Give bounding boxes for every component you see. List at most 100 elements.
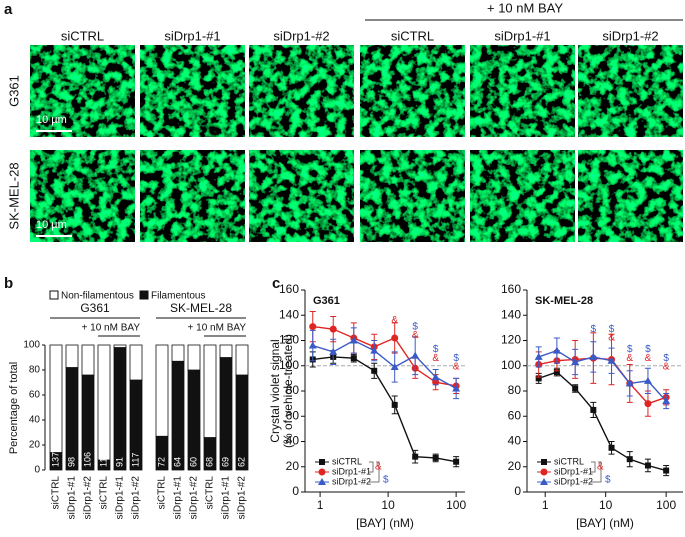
data-point <box>329 325 337 333</box>
chart-title: G361 <box>313 295 340 307</box>
y-tick-label: 140 <box>501 307 521 321</box>
bar-segment <box>49 344 63 453</box>
micrograph-texture <box>140 45 245 137</box>
panel-label: c <box>272 275 280 292</box>
bar-segment <box>171 344 185 362</box>
treatment-label: + 10 nM BAY <box>82 323 141 334</box>
legend-label: siDrp1-#2 <box>332 476 371 486</box>
count-label: 64 <box>172 457 182 467</box>
y-tick-label: 20 <box>29 440 41 451</box>
bar-segment <box>187 344 201 371</box>
micrograph-texture <box>360 150 465 242</box>
scale-bar-label: 10 µm <box>36 114 67 126</box>
data-point <box>589 352 598 360</box>
column-label: siDrp1-#1 <box>494 28 550 43</box>
data-point <box>607 356 616 364</box>
panel-label: a <box>4 1 13 18</box>
column-label: siCTRL <box>61 28 104 43</box>
count-label: 60 <box>188 457 198 467</box>
data-point <box>329 347 338 355</box>
legend-label: Non-filamentous <box>61 291 134 302</box>
column-label: siDrp1-#1 <box>164 28 220 43</box>
y-axis-label: Crystal violet signal <box>268 339 282 442</box>
data-point <box>350 355 357 362</box>
bar-segment <box>187 369 201 471</box>
y-tick-label: 40 <box>286 434 300 448</box>
data-point <box>608 444 615 451</box>
significance-mark: & <box>412 330 419 341</box>
y-tick-label: 140 <box>279 307 299 321</box>
treatment-label: + 10 nM BAY <box>487 0 563 15</box>
data-point <box>412 453 419 460</box>
y-tick-label: 80 <box>29 365 41 376</box>
y-tick-label: 40 <box>29 415 41 426</box>
data-point <box>626 456 633 463</box>
series-line <box>312 339 457 390</box>
data-point <box>411 351 420 359</box>
x-tick-label: siDrp1-#1 <box>67 476 78 520</box>
x-tick-label: siDrp1-#2 <box>83 476 94 520</box>
legend-significance: $ <box>605 475 611 486</box>
x-tick-label: 100 <box>446 498 466 512</box>
row-label: G361 <box>6 75 21 107</box>
y-tick-label: 80 <box>286 383 300 397</box>
significance-mark: & <box>626 353 633 364</box>
data-point <box>535 375 542 382</box>
y-tick-label: 80 <box>508 383 522 397</box>
bar-segment <box>81 344 95 376</box>
significance-mark: & <box>453 362 460 373</box>
count-label: 91 <box>114 457 124 467</box>
data-point <box>571 357 580 365</box>
data-point <box>644 400 652 408</box>
count-label: 69 <box>220 457 230 467</box>
scale-bar-label: 10 µm <box>36 219 67 231</box>
bar-segment <box>235 374 249 471</box>
data-point <box>391 334 399 342</box>
data-point <box>349 336 358 344</box>
x-tick-label: siDrp1-#1 <box>221 476 232 520</box>
bar-segment <box>155 344 169 437</box>
data-point <box>370 346 379 354</box>
x-tick-label: siDrp1-#2 <box>189 476 200 520</box>
x-tick-label: siDrp1-#2 <box>237 476 248 520</box>
data-point <box>432 454 439 461</box>
y-tick-label: 100 <box>23 340 40 351</box>
y-tick-label: 20 <box>508 459 522 473</box>
bar-segment <box>235 344 249 376</box>
micrograph-texture <box>30 150 135 242</box>
x-tick-label: siCTRL <box>205 476 216 510</box>
legend-label: siDrp1-#1 <box>332 466 371 476</box>
bar-segment <box>219 344 233 358</box>
data-point <box>662 397 671 405</box>
data-point <box>319 459 325 465</box>
significance-mark: $ <box>591 324 597 335</box>
data-point <box>644 462 651 469</box>
column-label: siCTRL <box>391 28 434 43</box>
column-label: siDrp1-#2 <box>273 28 329 43</box>
series-line <box>312 356 457 463</box>
data-point <box>541 459 547 465</box>
significance-mark: & <box>391 315 398 326</box>
y-axis-label: Percentage of total <box>8 362 20 454</box>
bar-segment <box>97 344 111 461</box>
micrograph-texture <box>578 150 683 242</box>
chart-title: SK-MEL-28 <box>535 295 593 307</box>
significance-mark: $ <box>627 344 633 355</box>
x-tick-label: siDrp1-#1 <box>173 476 184 520</box>
significance-mark: $ <box>645 344 651 355</box>
data-point <box>540 478 548 485</box>
micrograph-texture <box>249 150 354 242</box>
y-tick-label: 60 <box>29 390 41 401</box>
micrograph-texture <box>249 45 354 137</box>
x-axis-label: [BAY] (nM) <box>576 516 634 530</box>
data-point <box>390 363 399 371</box>
x-tick-label: siDrp1-#2 <box>131 476 142 520</box>
bar-segment <box>65 344 79 368</box>
significance-mark: $ <box>663 353 669 364</box>
bar-segment <box>203 344 217 438</box>
data-point <box>309 323 317 331</box>
y-tick-label: 120 <box>279 333 299 347</box>
data-point <box>572 385 579 392</box>
data-point <box>452 384 461 392</box>
data-point <box>590 406 597 413</box>
